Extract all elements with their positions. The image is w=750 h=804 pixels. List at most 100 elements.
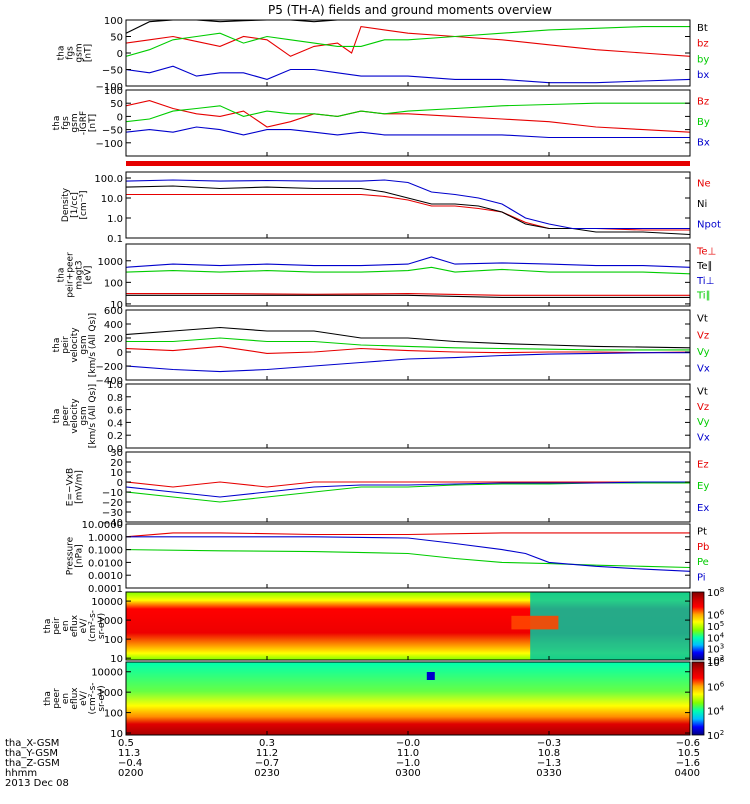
legend-red: Bz: [697, 96, 709, 107]
y-axis-label-line: eV/: [79, 618, 89, 634]
y-axis-label: tha fgs gsm [nT]: [57, 43, 94, 62]
y-tick-label: 0.6: [107, 406, 123, 417]
y-axis-label-line: peir+peer: [66, 252, 76, 298]
legend-green: By: [697, 117, 710, 128]
legend-black: Bt: [697, 23, 708, 34]
y-tick-label: 100: [104, 86, 123, 97]
x-axis-row-label: 2013 Dec 08: [5, 778, 69, 789]
y-axis-label-line: magt3: [75, 260, 85, 289]
y-tick-label: −40: [102, 518, 123, 529]
y-tick-label: −400: [96, 376, 123, 387]
series-line-black: [126, 20, 690, 34]
colorbar-label: 102: [707, 729, 724, 742]
y-tick-label: 1000: [98, 616, 123, 627]
y-tick-label: 10: [110, 300, 123, 311]
y-axis-label-line: peer: [61, 405, 71, 426]
legend-blue: Vx: [697, 432, 710, 443]
series-line-blue: [126, 352, 690, 373]
legend-black: Ni: [697, 199, 707, 210]
legend-green: Pe: [697, 557, 709, 568]
y-axis-label-line: E=−VxB: [66, 468, 76, 506]
colorbar-10: [691, 661, 705, 736]
y-tick-label: 0.0010: [88, 571, 123, 582]
legend-blue: bx: [697, 70, 709, 81]
panel-4: Te⊥ Te∥ Ti⊥ Ti∥ 1000 100 10 tha peir+peer magt3 [e…: [57, 243, 716, 311]
y-axis-label-line: tha: [57, 46, 67, 61]
y-tick-label: 1.0: [107, 380, 123, 391]
y-axis-label-line: [cm⁻³]: [79, 190, 89, 219]
legend-red: Pb: [697, 542, 709, 553]
panel-2: Bz By Bx 100 50 0 −50 −100 tha fgs gsm -IGRF [nT]: [52, 86, 710, 157]
y-axis-label: tha peir velocity gsm [km/s (All Qs)]: [52, 313, 98, 377]
y-axis-label-line: tha: [57, 268, 67, 283]
y-tick-label: 20: [110, 458, 123, 469]
colorbar-exponent: 2: [720, 654, 724, 662]
spectrogram-spike: [426, 672, 435, 680]
panel-1: Bt bz by bx 100 50 0 −50 −100 tha fgs gsm [nT]: [57, 16, 710, 93]
panel-6: Vt Vz Vy Vx 1.0 0.8 0.60.4 0.2 0.0 tha peer velocit…: [52, 380, 710, 455]
y-axis-label-line: en: [61, 693, 71, 704]
y-tick-label: 50: [110, 33, 123, 44]
colorbar-exponent: 8: [720, 656, 724, 664]
x-axis-value: 11.3: [118, 748, 140, 759]
panel-frame: [125, 89, 691, 157]
colorbar-label: 104: [707, 705, 725, 718]
series-line-red: [126, 293, 690, 296]
y-tick-label: 0.0: [107, 444, 123, 455]
y-axis-label-line: tha: [43, 691, 53, 706]
y-tick-label: −200: [96, 362, 123, 373]
y-tick-label: −100: [96, 139, 123, 150]
y-axis-label-line: peer: [52, 688, 62, 709]
y-tick-label: 1000: [98, 688, 123, 699]
series-line-green: [126, 337, 690, 351]
panel-3: Ne Ni Npot 100.0 10.0 1.0 0.1 Density [1/cc] [cm⁻…: [61, 171, 721, 245]
x-axis-row-label: tha_Y-GSM: [5, 748, 58, 759]
legend-red: bz: [697, 39, 709, 50]
y-axis-label-line: [eV]: [84, 266, 94, 285]
x-axis-value: 10.5: [678, 748, 700, 759]
colorbar-exponent: 2: [720, 729, 724, 737]
x-axis-value: 0.3: [259, 738, 275, 749]
y-tick-label: 1000: [98, 257, 123, 268]
legend-green: by: [697, 54, 709, 65]
y-axis-label-line: gsm: [70, 113, 80, 132]
y-tick-label: 10.0: [101, 194, 123, 205]
y-axis-label-line: (cm²-s-: [88, 610, 98, 642]
colorbar-exponent: 3: [720, 643, 724, 651]
legend-black: Pt: [697, 527, 707, 538]
legend-blue: Pi: [697, 572, 706, 583]
x-axis-value: 0400: [675, 768, 700, 779]
y-tick-label: 0.4: [107, 418, 123, 429]
series-line-red: [126, 100, 690, 133]
spectrogram-10: [126, 662, 690, 735]
series-line-green: [126, 26, 690, 57]
x-axis-row-label: tha_Z-GSM: [5, 758, 60, 769]
y-axis-label-line: [nT]: [84, 44, 94, 62]
series-line-red: [126, 25, 690, 57]
y-axis-label: tha peir+peer magt3 [eV]: [57, 252, 94, 298]
legend-green: Vy: [697, 347, 710, 358]
y-tick-label: −50: [102, 66, 123, 77]
y-tick-label: 30: [110, 448, 123, 459]
colorbar-exponent: 4: [720, 631, 725, 639]
y-tick-label: −20: [102, 498, 123, 509]
x-axis-value: 11.2: [256, 748, 278, 759]
y-axis-label-line: tha: [52, 338, 62, 353]
x-axis-row-label: hhmm: [5, 768, 37, 779]
series-line-blue: [126, 179, 690, 230]
y-tick-label: −30: [102, 508, 123, 519]
legend-green: Ey: [697, 481, 709, 492]
x-axis-value: −0.3: [537, 738, 561, 749]
y-axis-label-line: peir: [52, 617, 62, 635]
legend-green: Ti∥: [696, 291, 711, 302]
colorbar-label: 108: [707, 586, 724, 599]
y-axis-label-line: fgs: [66, 46, 76, 60]
legend-red: Vz: [697, 330, 709, 341]
y-axis-label: tha fgs gsm -IGRF [nT]: [52, 111, 98, 135]
x-axis-value: 11.0: [397, 748, 419, 759]
series-line-red: [126, 481, 690, 488]
y-axis-label-line: en: [61, 620, 71, 631]
